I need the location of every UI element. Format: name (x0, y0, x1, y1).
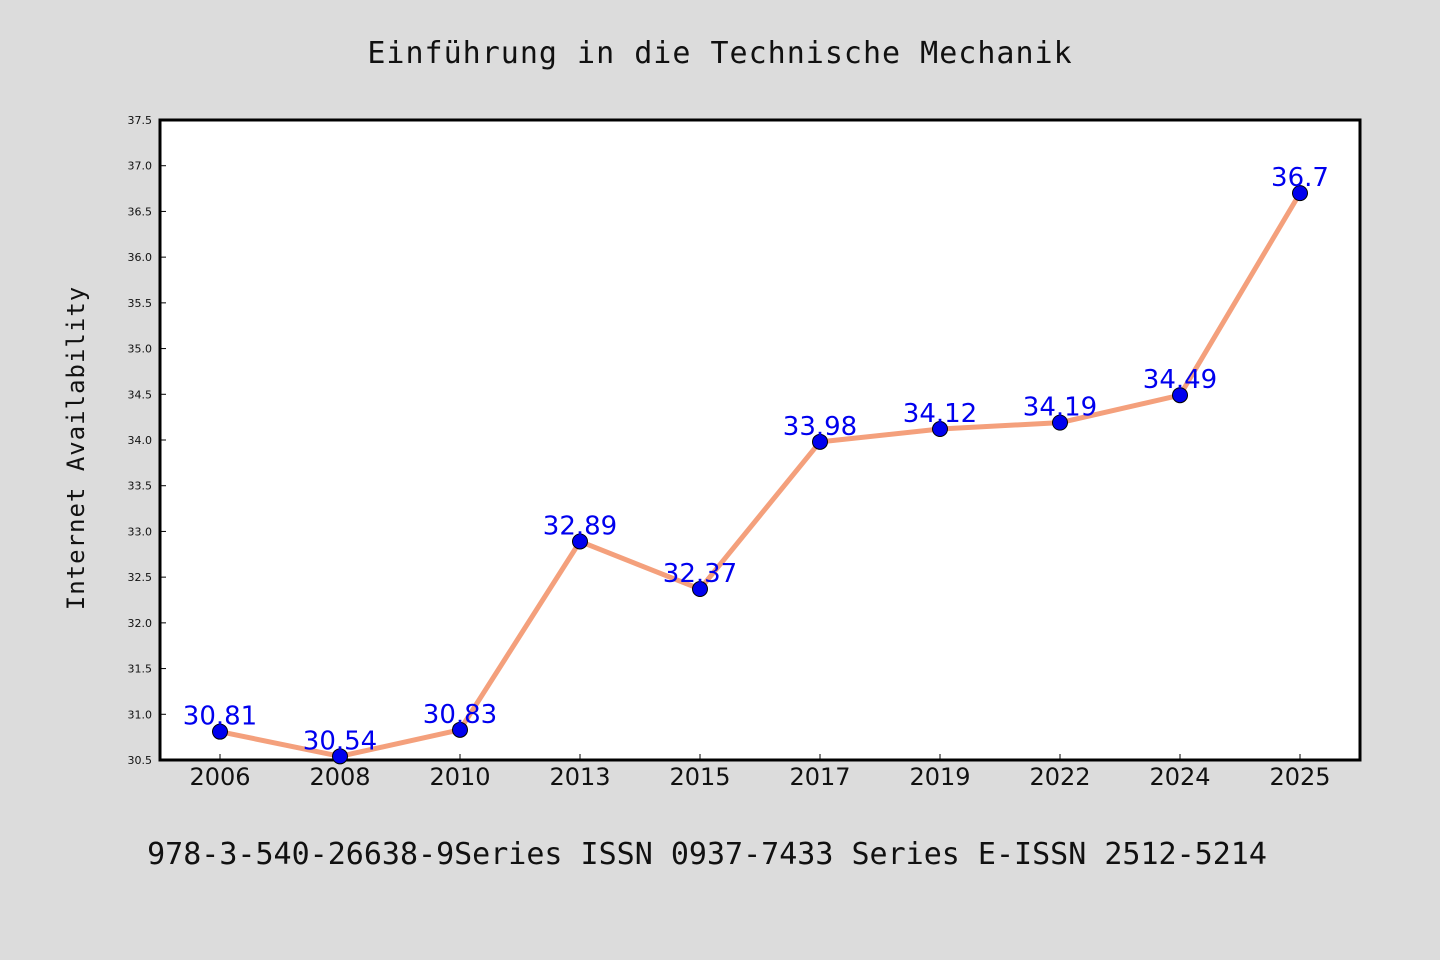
data-labels: 30.81 30.54 30.83 32.89 32.37 33.98 34.12 34.19… (183, 163, 1329, 756)
data-point-marker (932, 421, 948, 438)
data-point-marker (452, 721, 468, 738)
data-label: 30.83 (423, 700, 497, 730)
data-point-marker (692, 581, 708, 598)
y-tick-label: 35.0 (128, 343, 153, 356)
x-tick-label: 2022 (1029, 763, 1090, 791)
y-tick-label: 32.0 (128, 617, 153, 630)
data-label: 32.89 (543, 511, 617, 541)
data-point-marker (812, 433, 828, 450)
data-point-marker (1052, 414, 1068, 431)
x-axis-ticks: 2006 2008 2010 2013 2015 2017 2019 2022 2024 2025 (189, 754, 1331, 791)
y-tick-label: 37.5 (128, 114, 153, 127)
y-tick-label: 34.0 (128, 434, 153, 447)
plot-area (158, 118, 1362, 762)
data-label: 30.81 (183, 702, 257, 732)
data-label: 32.37 (663, 559, 737, 589)
x-tick-label: 2024 (1149, 763, 1210, 791)
data-point-marker (1292, 185, 1308, 202)
y-tick-label: 35.5 (128, 297, 153, 310)
data-label: 34.49 (1143, 365, 1217, 395)
data-label: 34.19 (1023, 393, 1097, 423)
y-tick-label: 30.5 (128, 754, 153, 767)
series-line (217, 190, 1303, 759)
series-markers (212, 185, 1308, 765)
footer-isbn-text: 978-3-540-26638-9Series ISSN 0937-7433 S… (147, 837, 1267, 872)
data-point-marker (572, 533, 588, 550)
y-tick-label: 34.5 (128, 388, 153, 401)
x-tick-label: 2015 (669, 763, 730, 791)
y-tick-label: 36.5 (128, 205, 153, 218)
series-line-path (217, 190, 1303, 759)
data-point-marker (1172, 387, 1188, 404)
x-tick-label: 2013 (549, 763, 610, 791)
y-tick-label: 31.5 (128, 663, 153, 676)
data-label: 33.98 (783, 412, 857, 442)
y-tick-label: 32.5 (128, 571, 153, 584)
x-tick-label: 2010 (429, 763, 490, 791)
x-tick-label: 2008 (309, 763, 370, 791)
data-label: 30.54 (303, 726, 377, 756)
data-label: 34.12 (903, 399, 977, 429)
x-tick-label: 2019 (909, 763, 970, 791)
y-tick-label: 33.5 (128, 480, 153, 493)
x-tick-label: 2017 (789, 763, 850, 791)
y-tick-label: 31.0 (128, 708, 153, 721)
x-tick-label: 2025 (1269, 763, 1330, 791)
data-label: 36.7 (1271, 163, 1329, 193)
data-point-marker (212, 723, 228, 740)
y-axis-ticks: 30.5 31.0 31.5 32.0 32.5 33.0 33.5 34.0 34.5 35.0… (128, 114, 166, 767)
y-tick-label: 36.0 (128, 251, 153, 264)
y-tick-label: 33.0 (128, 525, 153, 538)
y-tick-label: 37.0 (128, 160, 153, 173)
chart-title: Einführung in die Technische Mechanik (367, 36, 1072, 71)
y-axis-label: Internet Availability (62, 286, 90, 610)
x-tick-label: 2006 (189, 763, 250, 791)
data-point-marker (332, 748, 348, 765)
